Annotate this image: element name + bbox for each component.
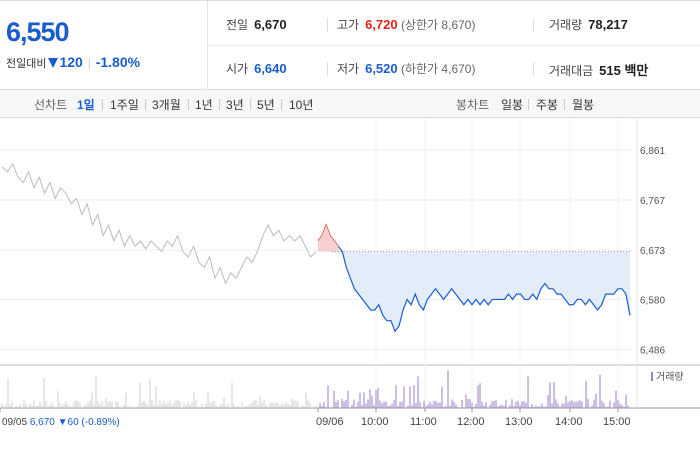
y-tick-label: 6,580	[640, 295, 665, 306]
tab-1-day[interactable]: 1일	[77, 98, 95, 112]
change-label: 전일대비	[6, 58, 47, 70]
tab-weekly-candle[interactable]: 주봉	[536, 98, 559, 112]
x-tick-label: 09/06	[316, 416, 344, 428]
tab-3-years[interactable]: 3년	[226, 98, 244, 112]
chart-canvas: 6,861 6,767 6,673 6,580 6,486 09/06 10:00 11:00…	[0, 118, 700, 428]
divider	[281, 99, 282, 110]
x-tick-label: 15:00	[603, 416, 631, 428]
divider	[145, 99, 146, 110]
current-price: 6,550	[6, 17, 70, 47]
prev-close-value: 6,670	[254, 17, 287, 32]
open-label: 시가	[226, 62, 249, 76]
prev-day-line	[1, 162, 317, 285]
x-tick-label: 13:00	[505, 416, 533, 428]
volume-cell: 거래량 78,217	[549, 16, 628, 33]
divider	[327, 18, 328, 32]
tab-1-week[interactable]: 1주일	[110, 98, 139, 112]
low-cell: 저가 6,520 (하한가 4,670)	[337, 60, 475, 77]
prev-day-change: 6,670 ▼60 (-0.89%)	[30, 417, 120, 428]
x-tick-label: 11:00	[410, 416, 437, 428]
amount-value: 515 백만	[599, 63, 649, 78]
today-down-line	[337, 245, 631, 333]
lower-limit: (하한가 4,670)	[400, 62, 476, 76]
current-price-box: 6,550 전일대비 120 | -1.80%	[0, 1, 208, 90]
tab-monthly-candle[interactable]: 월봉	[572, 98, 595, 112]
x-tick-label: 12:00	[457, 416, 485, 428]
amount-label: 거래대금	[549, 64, 594, 78]
low-value: 6,520	[365, 61, 398, 76]
line-chart-label: 선차트	[34, 98, 68, 112]
high-value: 6,720	[365, 17, 398, 32]
divider	[250, 99, 251, 110]
chart-tab-bar: 선차트 1일 1주일 3개월 1년 3년 5년 10년 봉차트 일봉 주봉 월봉	[0, 90, 700, 118]
y-tick-label: 6,673	[640, 246, 665, 257]
tab-daily-candle[interactable]: 일봉	[501, 98, 524, 112]
tab-10-years[interactable]: 10년	[289, 98, 314, 112]
tab-5-years[interactable]: 5년	[257, 98, 275, 112]
candle-chart-label: 봉차트	[456, 98, 490, 112]
divider	[188, 99, 189, 110]
divider	[533, 62, 534, 76]
tab-1-year[interactable]: 1년	[195, 98, 213, 112]
y-tick-label: 6,486	[640, 345, 665, 356]
volume-legend-label: 거래량	[656, 371, 684, 383]
amount-cell: 거래대금 515 백만	[549, 60, 648, 79]
intraday-price-chart: 6,861 6,767 6,673 6,580 6,486 09/06 10:00 11:00…	[0, 118, 700, 450]
x-tick-label: 10:00	[361, 416, 389, 428]
high-cell: 고가 6,720 (상한가 8,670)	[337, 16, 475, 33]
divider	[327, 62, 328, 76]
change-rate: -1.80%	[95, 54, 141, 70]
low-label: 저가	[337, 62, 360, 76]
prev-day-date: 09/05	[2, 417, 30, 428]
tab-3-months[interactable]: 3개월	[152, 98, 181, 112]
row-divider	[209, 45, 700, 46]
price-change-row: 전일대비 120 | -1.80%	[6, 54, 140, 71]
prev-close-label: 전일	[226, 18, 249, 32]
divider	[219, 99, 220, 110]
volume-value: 78,217	[588, 17, 628, 32]
prev-day-info: 09/05 6,670 ▼60 (-0.89%)	[2, 417, 120, 428]
today-up-line	[317, 223, 339, 247]
open-value: 6,640	[254, 61, 287, 76]
above-reference-fill	[318, 225, 339, 252]
stock-summary-panel: 6,550 전일대비 120 | -1.80% 전일 6,670 고가 6,720 (상한…	[0, 0, 700, 90]
volume-label: 거래량	[549, 18, 583, 32]
below-reference-fill	[318, 251, 630, 332]
down-triangle-icon	[48, 58, 59, 68]
divider	[564, 99, 565, 110]
change-amount: 120	[59, 54, 83, 70]
x-tick-label: 14:00	[555, 416, 583, 428]
prev-close-cell: 전일 6,670	[226, 16, 287, 33]
y-tick-label: 6,767	[640, 196, 665, 207]
divider	[528, 99, 529, 110]
volume-legend-swatch	[651, 372, 653, 381]
divider	[533, 18, 534, 32]
high-label: 고가	[337, 18, 360, 32]
open-cell: 시가 6,640	[226, 60, 287, 77]
y-tick-label: 6,861	[640, 146, 665, 157]
upper-limit: (상한가 8,670)	[400, 18, 476, 32]
divider: |	[87, 58, 91, 70]
divider	[102, 99, 103, 110]
